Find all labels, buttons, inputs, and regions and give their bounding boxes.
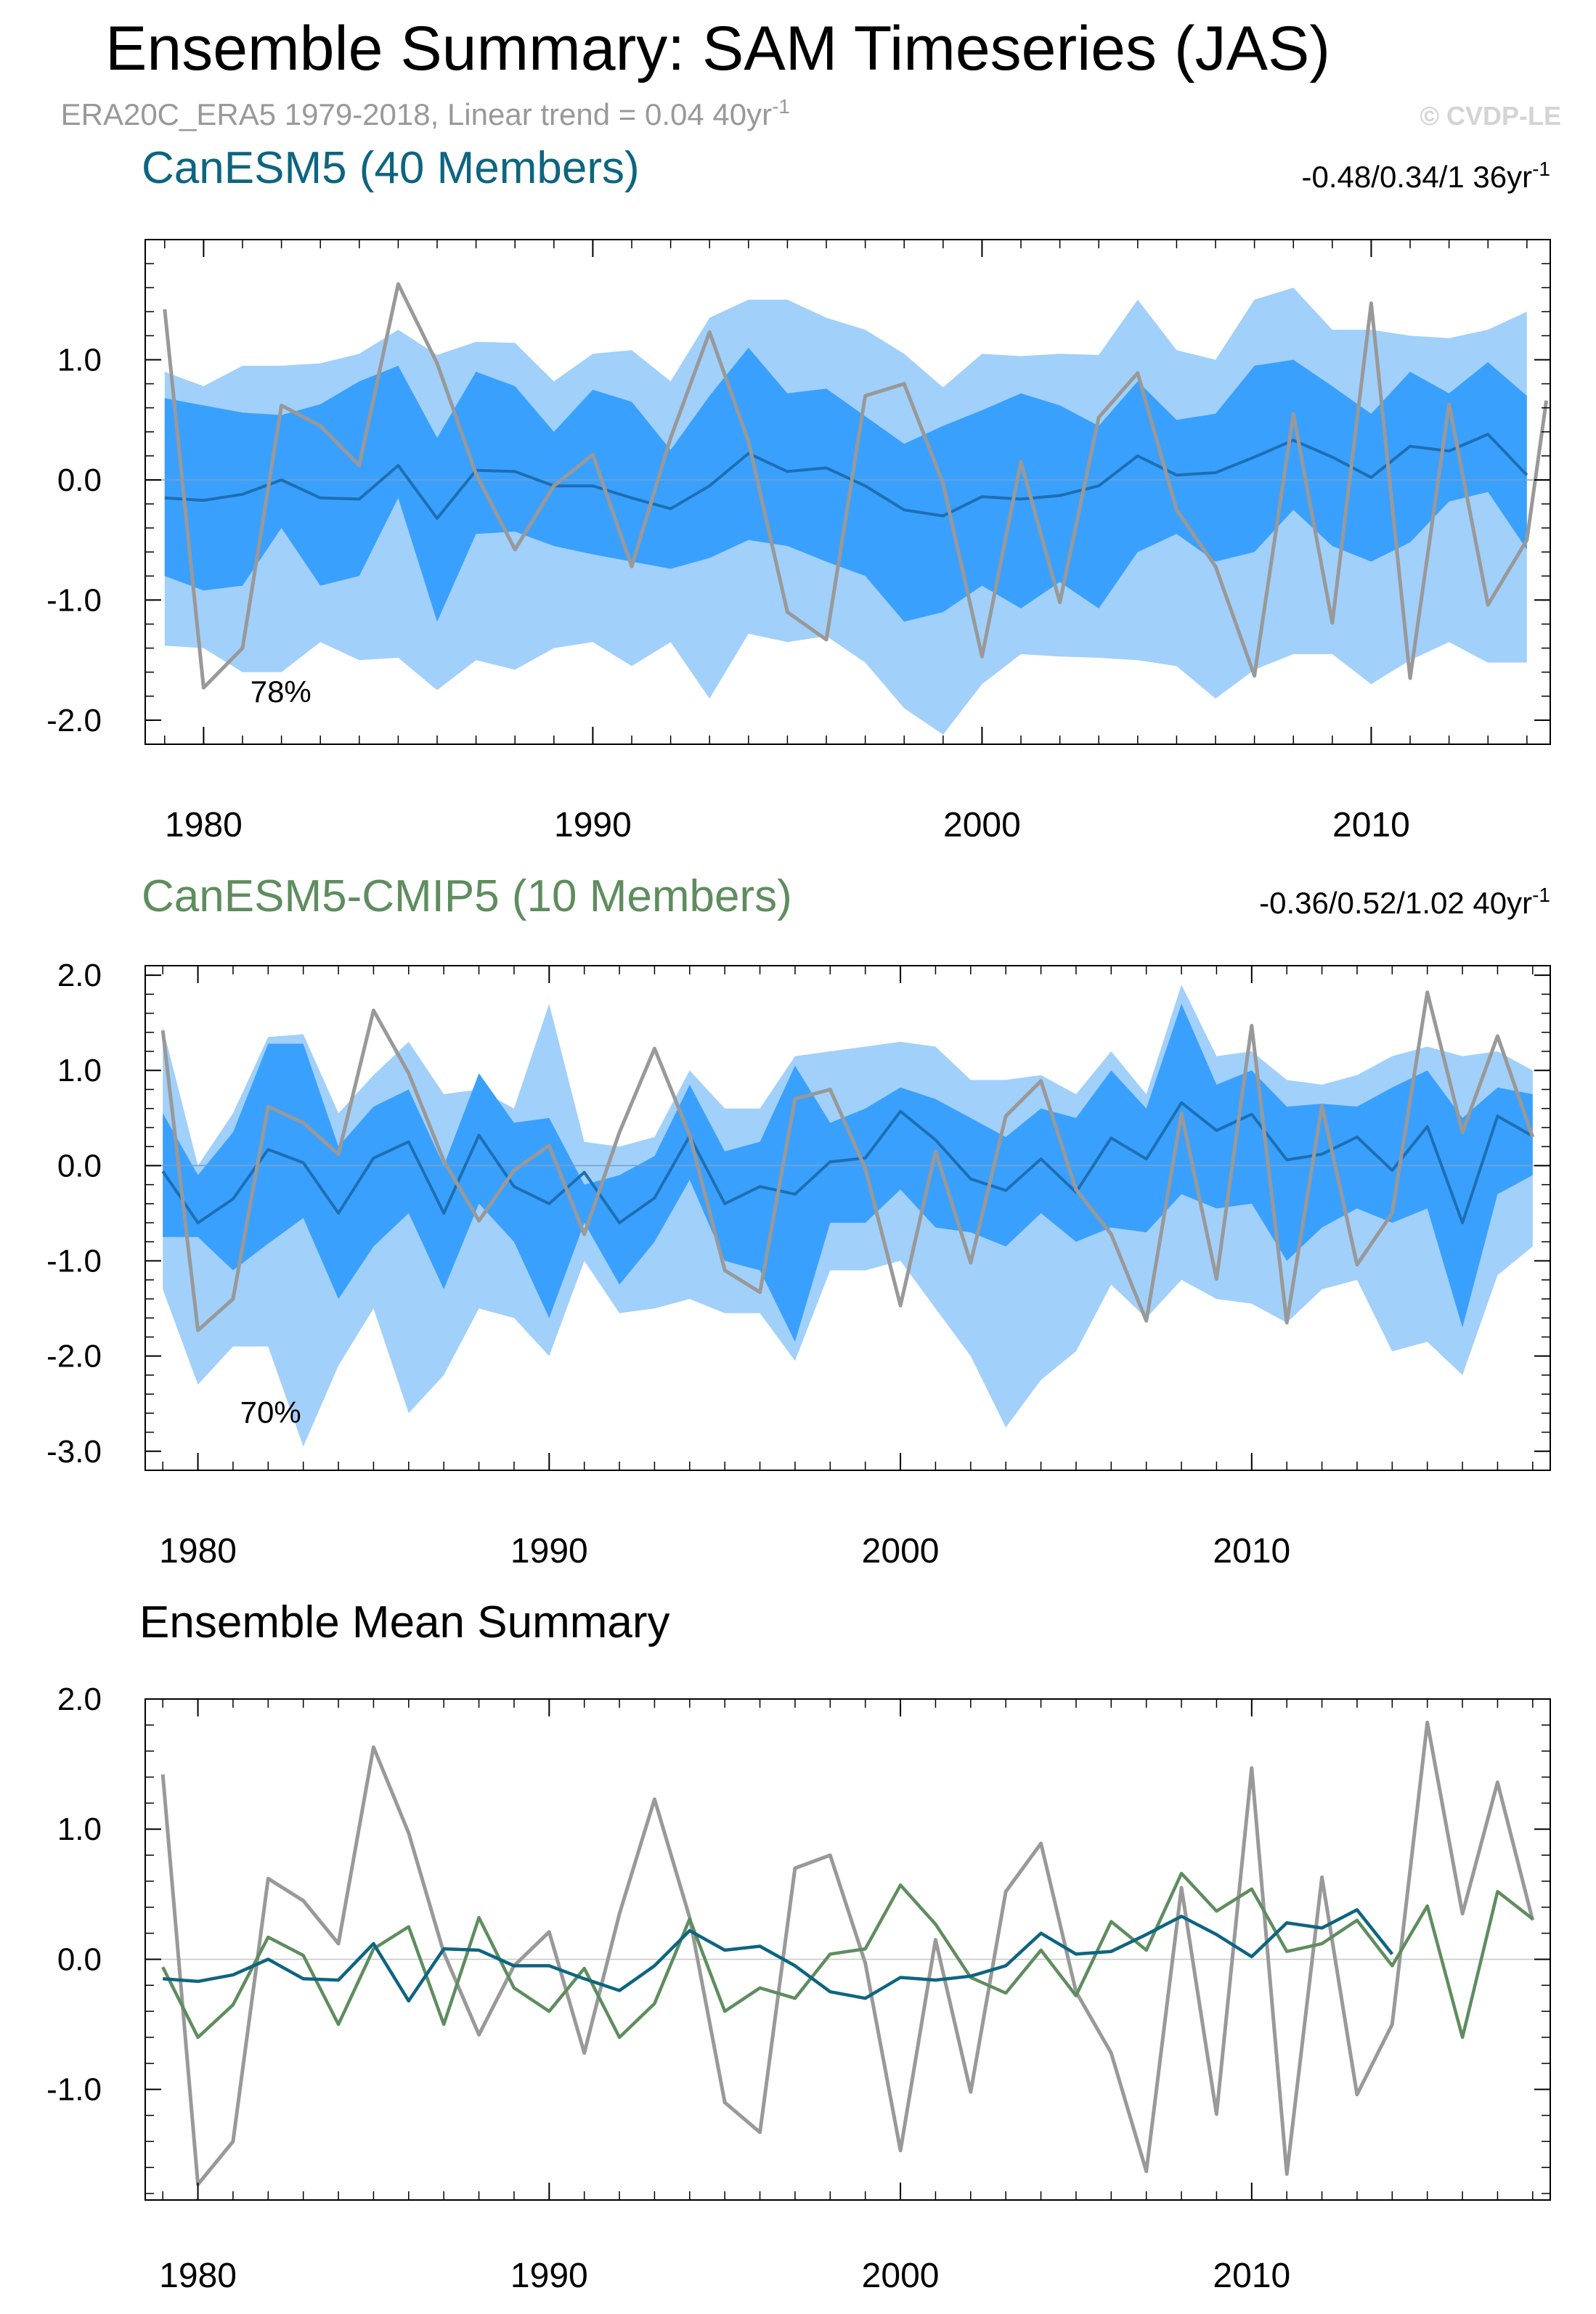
- x-tick-label: 2010: [1332, 806, 1410, 844]
- series-line-observations: [160, 1720, 1535, 2186]
- series-line-canesm5-cmip5: [161, 1871, 1534, 2040]
- y-tick-label: 0.0: [57, 1148, 102, 1184]
- y-tick-label: -1.0: [46, 2072, 102, 2108]
- plot-frame: [144, 239, 1551, 745]
- subtitle-text: ERA20C_ERA5 1979-2018, Linear trend = 0.…: [61, 97, 772, 131]
- y-tick-label: 0.0: [57, 463, 102, 498]
- percent-label: 70%: [240, 1395, 301, 1429]
- panel-ensemble-mean-summary: Ensemble Mean Summary -1.0 0.0 1.0 2.0 1980 19…: [46, 1597, 1551, 2295]
- trend-sup: -1: [1532, 158, 1550, 180]
- panel-canesm5: CanESM5 (40 Members) -0.48/0.34/1 36yr-1 7…: [46, 143, 1551, 844]
- trend-label: -0.48/0.34/1 36yr-1: [1302, 158, 1550, 194]
- panel-title: Ensemble Mean Summary: [139, 1597, 670, 1647]
- panel-title: CanESM5 (40 Members): [142, 143, 640, 193]
- y-tick-label: 2.0: [57, 1682, 102, 1717]
- trend-label: -0.36/0.52/1.02 40yr-1: [1259, 884, 1550, 920]
- y-tick-label: 1.0: [57, 342, 102, 378]
- observed-line: [163, 282, 1549, 690]
- figure-title: Ensemble Summary: SAM Timeseries (JAS): [105, 14, 1330, 83]
- y-tick-label: 2.0: [57, 958, 102, 993]
- trend-text: -0.48/0.34/1 36yr: [1302, 160, 1533, 194]
- x-tick-label: 1980: [159, 2257, 237, 2295]
- x-tick-label: 2000: [943, 806, 1021, 844]
- x-tick-label: 1980: [165, 806, 243, 844]
- plot-frame: [144, 1698, 1551, 2201]
- x-tick-label: 2000: [862, 1532, 940, 1570]
- inner-spread-band: [163, 1003, 1533, 1342]
- copyright-label: © CVDP-LE: [1420, 101, 1561, 131]
- y-tick-label: -1.0: [46, 1244, 102, 1279]
- y-tick-label: -2.0: [46, 703, 102, 738]
- figure-subtitle: ERA20C_ERA5 1979-2018, Linear trend = 0.…: [61, 95, 790, 131]
- percent-label: 78%: [251, 675, 312, 709]
- x-tick-label: 1990: [510, 2257, 588, 2295]
- x-tick-label: 2010: [1213, 2257, 1290, 2295]
- x-tick-label: 1990: [554, 806, 632, 844]
- trend-sup: -1: [1532, 884, 1550, 906]
- trend-text: -0.36/0.52/1.02 40yr: [1259, 886, 1532, 920]
- plot-area: [145, 1720, 1550, 2186]
- y-tick-label: 1.0: [57, 1053, 102, 1088]
- plot-area: [145, 282, 1550, 735]
- panel-title: CanESM5-CMIP5 (10 Members): [142, 871, 792, 921]
- ensemble-mean-line: [161, 1101, 1534, 1225]
- inner-spread-band: [164, 347, 1527, 622]
- x-tick-label: 2010: [1213, 1532, 1290, 1570]
- y-tick-label: 0.0: [57, 1942, 102, 1977]
- y-tick-label: -1.0: [46, 582, 102, 618]
- plot-area: [145, 985, 1550, 1447]
- subtitle-sup: -1: [772, 95, 790, 118]
- y-tick-label: 1.0: [57, 1812, 102, 1847]
- y-tick-label: -3.0: [46, 1434, 102, 1470]
- observed-line: [160, 990, 1535, 1332]
- panel-canesm5-cmip5: CanESM5-CMIP5 (10 Members) -0.36/0.52/1.0…: [46, 871, 1551, 1570]
- x-tick-label: 2000: [862, 2257, 940, 2295]
- x-tick-label: 1980: [159, 1532, 237, 1570]
- x-tick-label: 1990: [510, 1532, 588, 1570]
- series-line-canesm5: [163, 1908, 1394, 2003]
- y-tick-label: -2.0: [46, 1339, 102, 1374]
- plot-frame: [144, 965, 1551, 1471]
